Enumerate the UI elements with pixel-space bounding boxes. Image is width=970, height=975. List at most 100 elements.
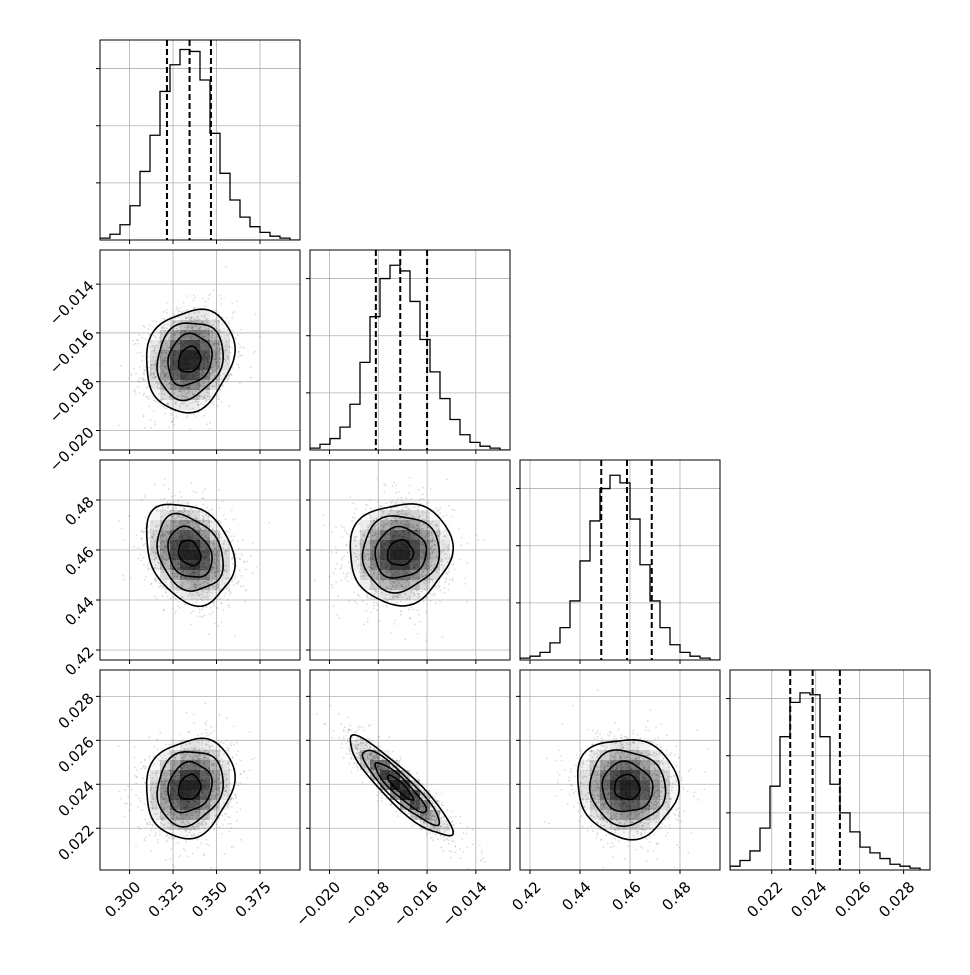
sample-point	[338, 617, 340, 619]
density-cell	[390, 580, 400, 590]
sample-point	[190, 612, 192, 614]
sample-point	[151, 583, 153, 585]
density-cell	[220, 350, 230, 360]
sample-point	[341, 559, 343, 561]
sample-point	[141, 337, 143, 339]
sample-point	[225, 266, 227, 268]
density-cell	[180, 320, 190, 330]
sample-point	[218, 489, 220, 491]
sample-point	[341, 564, 343, 566]
sample-point	[238, 367, 240, 369]
sample-point	[393, 623, 395, 625]
density-cell	[160, 370, 170, 380]
sample-point	[135, 373, 137, 375]
sample-point	[220, 303, 222, 305]
sample-point	[398, 491, 400, 493]
sample-point	[340, 580, 342, 582]
sample-point	[174, 424, 176, 426]
sample-point	[122, 575, 124, 577]
sample-point	[139, 554, 141, 556]
sample-point	[242, 539, 244, 541]
sample-point	[138, 380, 140, 382]
density-cell	[380, 520, 390, 530]
density-cell	[150, 520, 160, 530]
sample-point	[245, 601, 247, 603]
sample-point	[353, 591, 355, 593]
sample-point	[353, 502, 355, 504]
sample-point	[255, 314, 257, 316]
sample-point	[203, 498, 205, 500]
sample-point	[205, 703, 207, 705]
sample-point	[240, 346, 242, 348]
sample-point	[217, 625, 219, 627]
sample-point	[150, 419, 152, 421]
sample-point	[137, 352, 139, 354]
sample-point	[154, 596, 156, 598]
y-tick-label-1-0: −0.020	[46, 423, 98, 475]
sample-point	[354, 600, 356, 602]
sample-point	[173, 418, 175, 420]
sample-point	[216, 608, 218, 610]
sample-point	[238, 356, 240, 358]
density-cell	[200, 310, 210, 320]
sample-point	[370, 508, 372, 510]
sample-point	[331, 532, 333, 534]
sample-point	[183, 302, 185, 304]
sample-point	[205, 606, 207, 608]
sample-point	[337, 595, 339, 597]
sample-point	[221, 622, 223, 624]
sample-point	[365, 508, 367, 510]
sample-point	[440, 590, 442, 592]
sample-point	[418, 614, 420, 616]
sample-point	[131, 789, 133, 791]
sample-point	[171, 496, 173, 498]
sample-point	[335, 552, 337, 554]
sample-point	[394, 620, 396, 622]
sample-point	[253, 353, 255, 355]
sample-point	[142, 557, 144, 559]
sample-point	[124, 815, 126, 817]
sample-point	[377, 507, 379, 509]
sample-point	[240, 329, 242, 331]
sample-point	[164, 478, 166, 480]
y-tick-label-2-0: 0.42	[61, 643, 97, 679]
sample-point	[144, 494, 146, 496]
sample-point	[335, 546, 337, 548]
sample-point	[150, 427, 152, 429]
sample-point	[180, 496, 182, 498]
sample-point	[195, 491, 197, 493]
sample-point	[206, 735, 208, 737]
sample-point	[451, 516, 453, 518]
sample-point	[444, 581, 446, 583]
sample-point	[393, 482, 395, 484]
sample-point	[477, 539, 479, 541]
sample-point	[386, 606, 388, 608]
sample-point	[143, 394, 145, 396]
sample-point	[202, 491, 204, 493]
sample-point	[175, 495, 177, 497]
sample-point	[340, 567, 342, 569]
sample-point	[461, 537, 463, 539]
sample-point	[250, 367, 252, 369]
sample-point	[234, 518, 236, 520]
sample-point	[220, 603, 222, 605]
sample-point	[229, 594, 231, 596]
sample-point	[171, 414, 173, 416]
sample-point	[231, 374, 233, 376]
sample-point	[191, 624, 193, 626]
sample-point	[234, 577, 236, 579]
sample-point	[239, 558, 241, 560]
sample-point	[209, 428, 211, 430]
sample-point	[224, 853, 226, 855]
sample-point	[177, 308, 179, 310]
sample-point	[419, 621, 421, 623]
sample-point	[448, 589, 450, 591]
sample-point	[137, 806, 139, 808]
sample-point	[128, 515, 130, 517]
sample-point	[358, 586, 360, 588]
sample-point	[236, 754, 238, 756]
sample-point	[222, 501, 224, 503]
sample-point	[444, 587, 446, 589]
sample-point	[158, 586, 160, 588]
sample-point	[346, 532, 348, 534]
